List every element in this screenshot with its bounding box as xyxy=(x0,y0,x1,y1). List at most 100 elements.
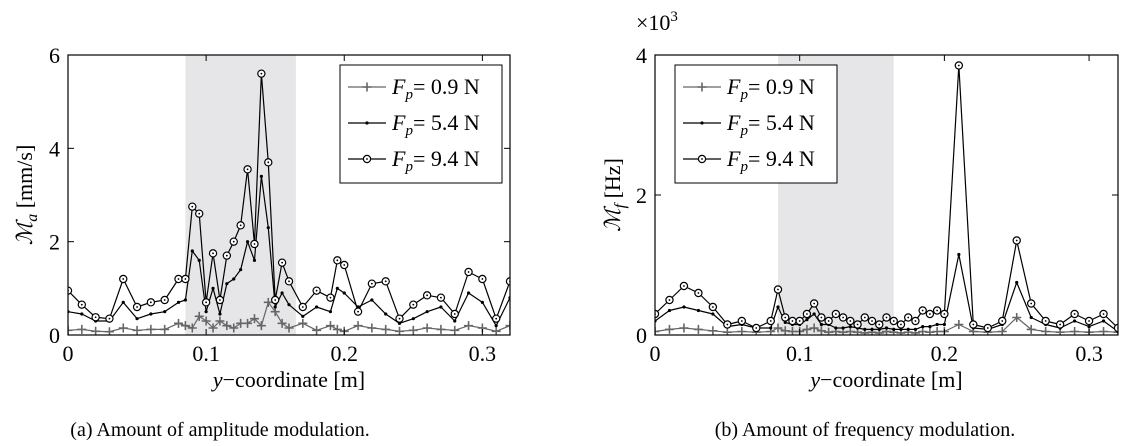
data-point-1-16 xyxy=(232,277,236,281)
data-point-2-22-center xyxy=(871,320,873,322)
data-point-1-23 xyxy=(280,291,284,295)
data-point-0-8 xyxy=(174,318,183,328)
data-point-1-3 xyxy=(696,308,701,313)
data-point-2-10-center xyxy=(191,205,194,208)
data-point-2-24-center xyxy=(885,316,888,319)
data-point-0-18 xyxy=(243,318,253,328)
y-tick-label: 4 xyxy=(49,136,60,161)
data-point-2-39-center xyxy=(481,278,484,280)
data-point-2-23-center xyxy=(281,261,283,264)
data-point-0-2 xyxy=(91,326,101,335)
data-point-2-18-center xyxy=(842,316,844,319)
data-point-2-27-center xyxy=(907,316,910,319)
data-point-2-41-center xyxy=(1073,313,1076,315)
data-point-0-38 xyxy=(1026,324,1036,334)
data-point-2-21-center xyxy=(267,161,270,164)
data-point-2-15-center xyxy=(820,316,823,319)
data-point-2-4-center xyxy=(711,306,714,308)
data-point-2-4-center xyxy=(122,278,125,280)
data-point-1-22 xyxy=(870,327,874,331)
data-point-0-21 xyxy=(263,297,273,307)
data-point-0-31 xyxy=(367,323,377,333)
x-tick-label: 0.1 xyxy=(192,341,220,366)
data-point-2-35-center xyxy=(426,294,429,297)
data-point-0-1 xyxy=(77,324,87,334)
data-point-2-26-center xyxy=(900,323,902,326)
data-point-1-28 xyxy=(913,327,918,331)
data-point-2-15-center xyxy=(225,254,228,257)
data-point-0-32 xyxy=(381,324,391,334)
data-point-2-34-center xyxy=(972,323,975,326)
data-point-1-28 xyxy=(335,286,339,290)
data-point-1-40 xyxy=(494,324,498,328)
data-point-1-2 xyxy=(682,305,686,309)
x-tick-label: 0.3 xyxy=(1075,341,1103,366)
data-point-0-0 xyxy=(68,325,73,335)
data-point-0-4 xyxy=(118,323,128,333)
data-point-2-35-center xyxy=(986,327,989,329)
plot-area xyxy=(68,69,510,335)
data-point-0-11 xyxy=(194,311,204,321)
y-tick-label: 0 xyxy=(49,323,60,348)
data-point-2-28-center xyxy=(914,320,917,322)
data-point-1-19 xyxy=(252,258,257,262)
data-point-2-11-center xyxy=(791,320,794,322)
y-tick-label: 4 xyxy=(636,43,647,68)
data-point-1-18 xyxy=(841,326,845,330)
data-point-2-13-center xyxy=(806,313,808,315)
x-tick-label: 0 xyxy=(63,341,74,366)
data-point-0-30 xyxy=(353,321,363,331)
data-point-2-43-center xyxy=(1102,313,1105,315)
y-tick-label: 6 xyxy=(49,43,60,68)
data-point-1-4 xyxy=(711,312,715,316)
data-point-2-16-center xyxy=(232,240,235,243)
data-point-1-37 xyxy=(453,319,457,323)
data-point-2-5-center xyxy=(726,323,729,326)
data-point-1-12 xyxy=(204,310,208,314)
data-point-1-8 xyxy=(769,326,773,330)
data-point-1-17 xyxy=(239,268,243,272)
figure-caption: (a) Amount of amplitude modulation. xyxy=(70,419,369,441)
data-point-0-40 xyxy=(491,326,501,335)
y-axis-label: ℳf [Hz] xyxy=(600,158,629,232)
data-point-2-31-center xyxy=(370,282,373,285)
data-point-1-37 xyxy=(1015,280,1019,285)
data-point-2-30-center xyxy=(357,310,359,313)
x-tick-label: 0 xyxy=(650,341,661,366)
x-axis-label: y−coordinate [m] xyxy=(808,367,962,392)
data-point-2-25-center xyxy=(892,320,895,322)
data-point-2-25-center xyxy=(301,306,304,308)
data-point-2-20-center xyxy=(856,323,859,326)
data-point-2-24-center xyxy=(288,280,290,283)
data-point-2-2-center xyxy=(683,285,685,287)
legend-label-2: Fp= 9.4 N xyxy=(726,146,815,175)
data-point-1-25 xyxy=(301,314,305,318)
data-point-0-12 xyxy=(201,316,211,326)
data-point-1-11 xyxy=(197,258,201,262)
data-point-2-3-center xyxy=(108,317,111,320)
data-point-2-8-center xyxy=(177,278,180,280)
data-point-1-21 xyxy=(266,226,270,230)
data-point-2-11-center xyxy=(198,212,201,215)
data-point-0-15 xyxy=(816,326,826,335)
data-point-2-32-center xyxy=(943,313,946,315)
data-point-2-21-center xyxy=(863,316,866,319)
legend-marker-0 xyxy=(362,82,372,92)
data-point-0-41 xyxy=(505,321,510,331)
data-point-1-27 xyxy=(328,310,333,314)
data-point-2-1-center xyxy=(80,303,83,306)
data-point-2-29-center xyxy=(921,309,924,312)
data-point-0-23 xyxy=(277,318,287,328)
data-point-0-14 xyxy=(809,323,819,333)
legend-label-0: Fp= 0.9 N xyxy=(391,74,480,103)
data-point-2-9-center xyxy=(777,288,779,291)
panel-amplitude-modulation: 0 0.1 0.2 0.3 0 2 4 6 y−coordinate [m] ℳa [mm/s] F… xyxy=(12,43,511,441)
data-point-0-33 xyxy=(395,326,404,335)
data-point-2-19-center xyxy=(849,320,852,322)
data-point-0-44 xyxy=(1113,327,1118,335)
data-point-1-25 xyxy=(892,327,896,331)
data-point-1-32 xyxy=(942,322,946,327)
data-point-2-19-center xyxy=(253,243,256,245)
legend: Fp= 0.9 N Fp= 5.4 N Fp= 9.4 N xyxy=(339,64,503,184)
